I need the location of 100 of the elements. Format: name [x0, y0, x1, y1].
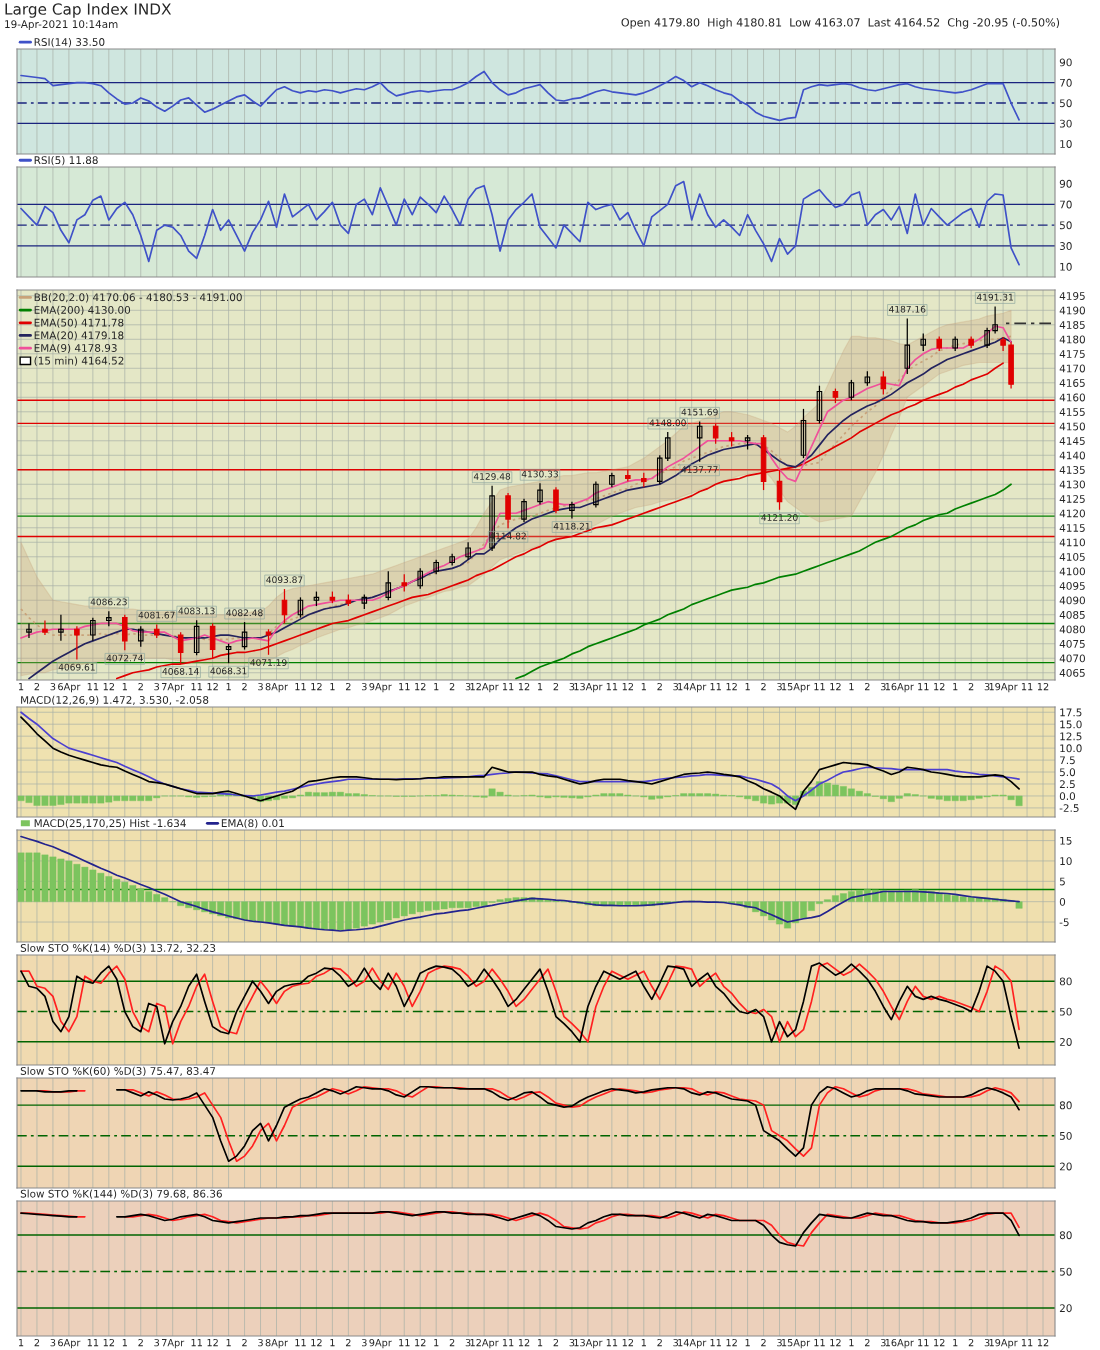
y-tick-label: 4080: [1059, 625, 1085, 634]
x-tick-label: 12: [622, 1338, 634, 1347]
y-tick-label: 4190: [1059, 306, 1085, 315]
y-tick-label: 50: [1059, 1131, 1072, 1140]
y-tick-label: 4170: [1059, 364, 1085, 373]
y-tick-label: 4180: [1059, 335, 1085, 344]
x-tick-label: 1: [434, 683, 439, 691]
legend-label: (15 min) 4164.52: [34, 356, 124, 366]
x-tick-label: 12Apr: [470, 1338, 499, 1349]
annotation: 4191.31: [976, 293, 1013, 301]
legend-label: EMA(8) 0.01: [221, 819, 284, 829]
x-tick-label: 3: [154, 682, 160, 691]
x-tick-label: 14Apr: [678, 1339, 707, 1349]
y-tick-label: 80: [1059, 1101, 1072, 1110]
x-tick-label: 1: [330, 1339, 335, 1347]
y-tick-label: 4195: [1059, 292, 1085, 300]
x-tick-label: 11: [814, 683, 825, 691]
y-tick-label: 10: [1060, 262, 1072, 271]
x-tick-label: 12: [207, 1338, 218, 1347]
x-tick-label: 13Apr: [574, 1338, 603, 1349]
y-tick-label: 4115: [1059, 524, 1085, 532]
y-tick-label: 10: [1060, 140, 1072, 148]
annotation: 4083.13: [178, 607, 215, 615]
y-tick-label: 4095: [1059, 581, 1085, 590]
legend-label: EMA(9) 4178.93: [34, 343, 117, 354]
x-tick-label: 12: [518, 682, 530, 691]
y-tick-label: 0: [1059, 897, 1066, 906]
x-tick-label: 11: [191, 1339, 202, 1347]
x-tick-label: 2: [345, 1338, 351, 1347]
x-tick-label: 2: [449, 682, 455, 691]
x-tick-label: 8Apr: [265, 1338, 288, 1349]
y-tick-label: 7.5: [1060, 756, 1075, 765]
x-tick-label: 3: [361, 1338, 367, 1347]
x-tick-label: 11: [710, 1339, 721, 1347]
x-tick-label: 14Apr: [678, 683, 707, 693]
x-tick-label: 2: [138, 1338, 143, 1347]
y-tick-label: 4070: [1059, 654, 1085, 663]
y-tick-label: 15.0: [1060, 720, 1082, 729]
y-tick-label: 4165: [1059, 379, 1085, 387]
text: Open 4179.80 High 4180.81 Low 4163.07 Last 4164.52 Chg -20.95 (-0.50%): [621, 18, 1060, 29]
x-tick-label: 1: [537, 683, 543, 691]
x-tick-label: 3: [673, 1338, 679, 1347]
y-tick-label: 17.5: [1060, 708, 1082, 717]
x-tick-label: 11: [399, 1339, 410, 1347]
x-tick-label: 3: [465, 682, 471, 691]
y-tick-label: 4185: [1059, 321, 1085, 329]
x-tick-label: 12: [103, 682, 115, 691]
x-tick-label: 11: [87, 1339, 99, 1347]
x-tick-label: 16Apr: [885, 1338, 914, 1349]
y-tick-label: 90: [1059, 179, 1072, 188]
x-tick-label: 11: [502, 683, 514, 691]
x-tick-label: 2: [242, 1338, 247, 1347]
legend-label: BB(20,2.0) 4170.06 - 4180.53 - 4191.00: [34, 293, 242, 303]
x-tick-label: 11: [87, 683, 99, 691]
y-tick-label: 90: [1059, 58, 1072, 67]
x-tick-label: 12: [1037, 682, 1049, 691]
x-tick-label: 12: [622, 682, 634, 691]
x-tick-label: 6Apr: [58, 1338, 81, 1349]
x-tick-label: 3: [258, 682, 263, 691]
annotation: 4081.67: [138, 611, 175, 619]
x-tick-label: 3: [465, 1338, 471, 1347]
x-tick-label: 2: [34, 1338, 40, 1347]
y-tick-label: 50: [1059, 1007, 1072, 1016]
x-tick-label: 3: [984, 682, 990, 691]
y-tick-label: 50: [1059, 99, 1072, 108]
y-tick-label: 30: [1059, 119, 1072, 128]
x-tick-label: 11: [1021, 683, 1033, 691]
x-tick-label: 1: [641, 1339, 646, 1347]
annotation: 4130.33: [521, 470, 558, 478]
x-tick-label: 15Apr: [781, 683, 811, 693]
x-tick-label: 12: [830, 1338, 841, 1347]
y-tick-label: 4085: [1059, 610, 1085, 619]
x-tick-label: 11: [814, 1339, 825, 1347]
x-tick-label: 1: [849, 683, 854, 691]
x-tick-label: 1: [122, 683, 127, 691]
x-tick-label: 3: [361, 682, 367, 691]
x-tick-label: 19Apr: [989, 682, 1018, 693]
x-tick-label: 3: [880, 1338, 886, 1347]
y-tick-label: 4135: [1059, 466, 1085, 474]
y-tick-label: 2.5: [1059, 780, 1075, 789]
y-tick-label: 70: [1060, 78, 1072, 87]
annotation: 4118.21: [553, 522, 590, 530]
chart-title: Large Cap Index INDX: [5, 3, 172, 18]
annotation: 4082.48: [226, 609, 263, 617]
x-tick-label: 3: [50, 1338, 56, 1347]
annotation: 4093.87: [266, 576, 303, 584]
x-tick-label: 11: [295, 683, 306, 691]
y-tick-label: 80: [1059, 977, 1072, 986]
x-tick-label: 12: [934, 1338, 945, 1347]
y-tick-label: 80: [1059, 1231, 1072, 1240]
x-tick-label: 1: [434, 1339, 439, 1347]
x-tick-label: 12Apr: [470, 682, 499, 693]
x-tick-label: 1: [226, 683, 231, 691]
legend-label: RSI(5) 11.88: [34, 156, 98, 166]
x-tick-label: 1: [849, 1339, 854, 1347]
x-tick-label: 19Apr: [989, 1338, 1018, 1349]
y-tick-label: 4075: [1059, 639, 1085, 648]
x-tick-label: 11: [399, 683, 410, 691]
y-tick-label: 4140: [1059, 451, 1085, 460]
x-tick-label: 2: [657, 682, 662, 691]
